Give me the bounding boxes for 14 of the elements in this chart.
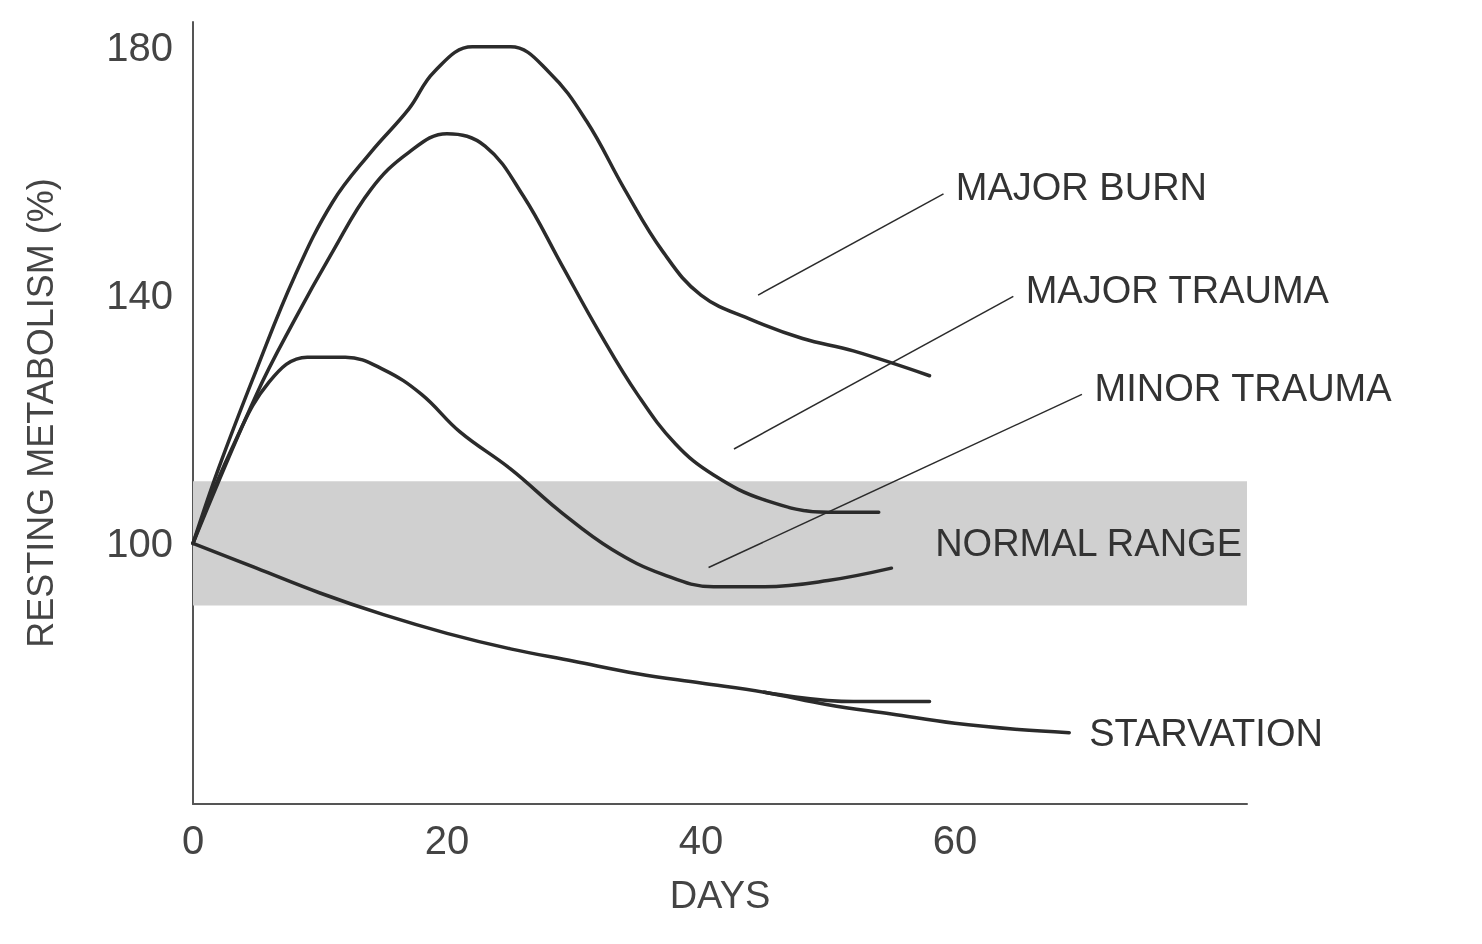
text: MAJOR TRAUMA — [1025, 268, 1330, 311]
text: MAJOR BURN — [955, 166, 1208, 209]
x-tick-label: 20 — [424, 818, 470, 862]
y-tick-label: 180 — [106, 24, 173, 69]
y-axis-title: RESTING METABOLISM (%) — [19, 178, 61, 648]
x-tick-label: 60 — [932, 818, 978, 862]
x-tick-label: 40 — [678, 818, 724, 862]
x-axis-title: DAYS — [669, 874, 771, 916]
series-label: STARVATION — [1089, 711, 1323, 754]
x-tick-label: 0 — [181, 818, 205, 862]
text: MINOR TRAUMA — [1094, 367, 1393, 410]
y-tick-label: 100 — [106, 521, 173, 566]
band-label: NORMAL RANGE — [935, 522, 1242, 565]
y-tick-label: 140 — [106, 273, 173, 318]
